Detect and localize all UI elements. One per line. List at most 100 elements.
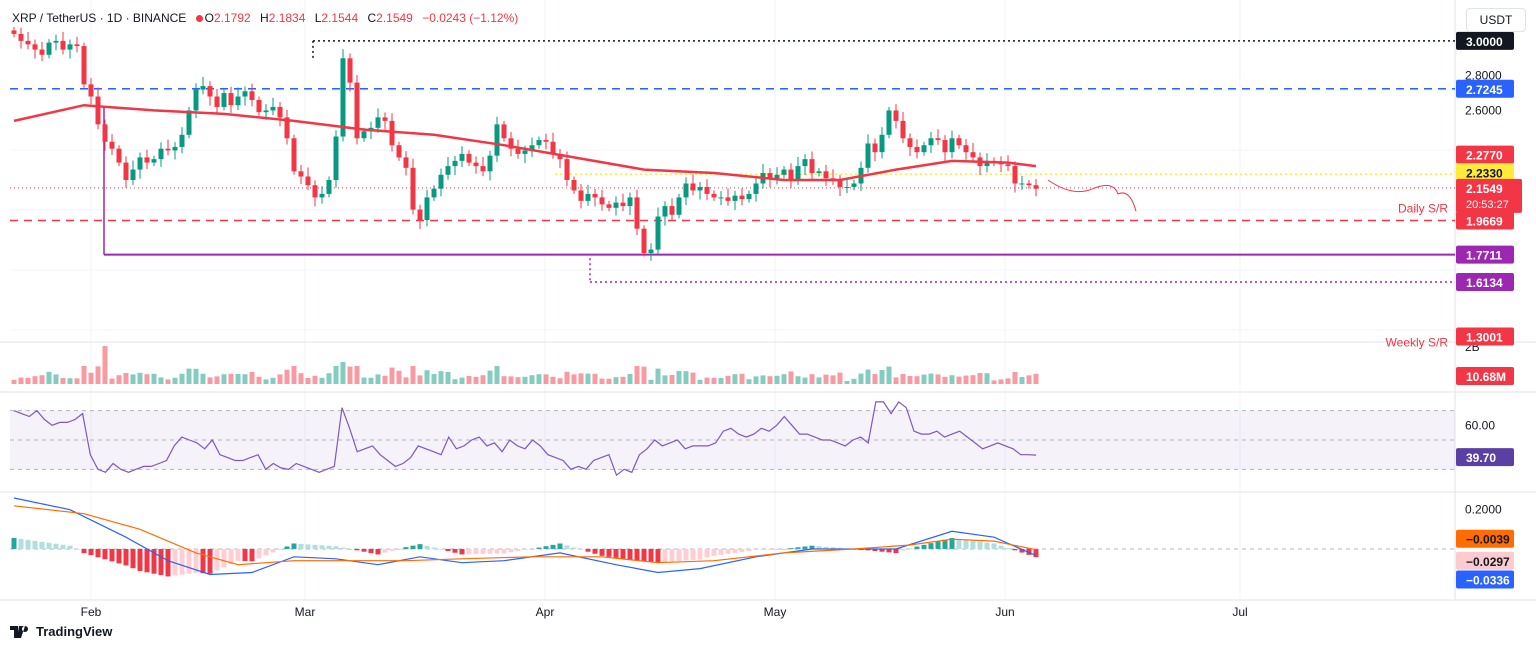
price-label-box [1456, 211, 1514, 230]
candle-body [963, 145, 969, 153]
volume-bar [235, 374, 241, 384]
close-value: 2.1549 [376, 11, 413, 25]
candle-body [1026, 183, 1032, 186]
symbol-title: XRP / TetherUS · 1D · BINANCE [12, 11, 187, 25]
price-label-box [1456, 31, 1514, 50]
macd-histogram-bar [242, 548, 248, 562]
candle-body [921, 145, 927, 153]
price-tick-label: 2.8000 [1465, 69, 1502, 83]
candle-body [480, 166, 486, 172]
volume-bar [32, 376, 38, 384]
candle-body [676, 197, 682, 215]
volume-bar [935, 374, 941, 384]
price-label-box [1456, 163, 1514, 182]
candle-body [445, 166, 451, 175]
candle-body [641, 228, 647, 254]
candle-body [529, 145, 535, 151]
macd-histogram-bar [179, 548, 185, 575]
volume-bar [396, 370, 402, 384]
candle-body [865, 143, 871, 168]
candle-body [949, 138, 955, 153]
macd-histogram-bar [130, 548, 136, 569]
volume-bar [739, 373, 745, 384]
macd-histogram-bar [921, 544, 927, 549]
candle-body [746, 193, 752, 200]
candle-body [774, 174, 780, 179]
volume-bar [361, 377, 367, 384]
candle-body [683, 183, 689, 198]
candle-body [417, 209, 423, 220]
candle-body [347, 58, 353, 83]
volume-bar [900, 374, 906, 384]
candle-body [704, 186, 710, 194]
tradingview-logo[interactable]: TradingView [10, 624, 112, 639]
volume-bar [459, 377, 465, 384]
candle-body [543, 140, 549, 142]
macd-histogram-bar [53, 543, 59, 549]
candle-body [298, 171, 304, 177]
volume-bar [1026, 375, 1032, 384]
macd-histogram-bar [746, 548, 752, 552]
candle-body [627, 197, 633, 207]
candle-body [613, 202, 619, 208]
macd-histogram-bar [676, 548, 682, 561]
macd-histogram-bar [760, 548, 766, 550]
volume-bar [809, 374, 815, 384]
macd-histogram-bar [550, 544, 556, 549]
volume-bar [74, 378, 80, 384]
macd-histogram-bar [277, 548, 283, 550]
volume-bar [543, 374, 549, 384]
volume-bar [88, 372, 94, 384]
volume-bar [914, 376, 920, 384]
candle-body [718, 197, 724, 199]
candle-body [102, 124, 108, 142]
candle-body [319, 193, 325, 198]
macd-histogram-bar [494, 548, 500, 554]
price-label-text: 2.2770 [1466, 149, 1503, 163]
volume-bar [669, 375, 675, 384]
candle-body [95, 96, 101, 125]
macd-line [13, 497, 1037, 576]
candle-body [242, 91, 248, 97]
candle-body [837, 180, 843, 187]
macd-histogram-bar [809, 545, 815, 549]
candle-body [1033, 185, 1039, 189]
candle-body [634, 197, 640, 229]
volume-bar [550, 376, 556, 384]
candle-body [1019, 183, 1025, 185]
macd-histogram-bar [977, 541, 983, 549]
volume-bar [718, 378, 724, 384]
macd-histogram-bar [319, 545, 325, 549]
macd-histogram-bar [340, 547, 346, 549]
annotations: Daily S/R Weekly S/R [1386, 202, 1449, 350]
macd-histogram-bar [417, 544, 423, 549]
volume-bar [25, 377, 31, 384]
volume-bar [60, 378, 66, 384]
candle-body [130, 169, 136, 180]
candle-body [396, 145, 402, 158]
open-value: 2.1792 [213, 11, 251, 25]
candle-body [284, 117, 290, 139]
volume-bar [984, 373, 990, 384]
macd-histogram-bar [214, 548, 220, 571]
signal-line [13, 505, 1037, 566]
currency-button[interactable]: USDT [1466, 8, 1526, 32]
macd-histogram-bar [781, 548, 787, 550]
volume-bar [319, 377, 325, 384]
volume-bar [893, 377, 899, 384]
volume-bar [431, 374, 437, 384]
macd-histogram-bar [396, 548, 402, 550]
macd-histogram-bar [802, 546, 808, 549]
change-value: −0.0243 (−1.12%) [422, 11, 519, 25]
macd-histogram-bar [732, 548, 738, 553]
volume-bar [1033, 373, 1039, 384]
candle-body [291, 138, 297, 172]
macd-histogram-bar [382, 548, 388, 553]
macd-histogram-bar [767, 548, 773, 550]
candle-body [207, 86, 213, 97]
volume-bar [53, 374, 59, 384]
macd-histogram-bar [690, 548, 696, 560]
candle-body [662, 206, 668, 217]
macd-histogram-bar [60, 544, 66, 549]
